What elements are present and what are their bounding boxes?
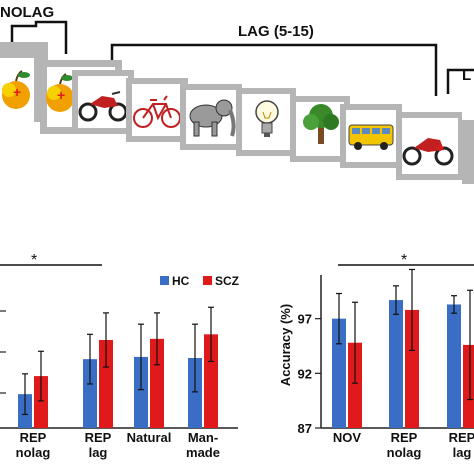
x-tick-label: REP xyxy=(449,430,474,445)
bar-scz xyxy=(34,376,48,428)
lag-bracket xyxy=(110,43,438,96)
error-bar xyxy=(336,292,342,345)
x-tick-label: made xyxy=(186,445,220,460)
stimulus-card-10 xyxy=(462,120,474,184)
light-bulb-icon xyxy=(255,100,279,137)
stimulus-card-5 xyxy=(180,84,242,150)
lag-right-label: L xyxy=(462,67,471,84)
fixation-cross: + xyxy=(57,87,65,103)
stimulus-card-8 xyxy=(340,104,402,168)
y-tick-label: 92 xyxy=(298,366,312,381)
fixation-cross: + xyxy=(436,139,444,155)
elephant-icon xyxy=(189,99,236,137)
bar-scz xyxy=(99,339,113,428)
motorcycle-icon xyxy=(402,138,454,166)
fixation-cross: + xyxy=(13,84,21,100)
error-bar xyxy=(38,350,44,402)
legend-label-hc: HC xyxy=(172,274,190,288)
x-tick-label: nolag xyxy=(387,445,422,460)
x-tick-label: REP xyxy=(391,430,418,445)
nolag-label: NOLAG xyxy=(0,4,54,21)
error-bar xyxy=(393,285,399,315)
apple-icon xyxy=(46,73,74,112)
legend-swatch-hc xyxy=(160,276,169,285)
apple-icon xyxy=(2,70,30,109)
error-bar xyxy=(208,306,214,363)
bar-hc xyxy=(134,356,148,428)
significance-star: * xyxy=(401,252,407,269)
nolag-bracket xyxy=(10,20,68,54)
error-bar xyxy=(22,373,28,416)
legend-swatch-scz xyxy=(203,276,212,285)
error-bar xyxy=(352,301,358,384)
stimulus-card-4 xyxy=(126,78,188,142)
significance-star: * xyxy=(31,252,37,269)
bar-scz xyxy=(463,344,474,428)
error-bar xyxy=(103,312,109,368)
error-bar xyxy=(451,295,457,314)
error-bar xyxy=(409,268,415,351)
ticks xyxy=(0,310,6,394)
bus-icon xyxy=(348,124,394,150)
x-tick-label: REP xyxy=(20,430,47,445)
bar-hc xyxy=(332,318,346,428)
x-tick-label: Natural xyxy=(127,430,172,445)
bar-hc xyxy=(83,359,97,428)
lag-bracket-right xyxy=(446,68,474,94)
error-bar xyxy=(87,333,93,385)
x-tick-label: lag xyxy=(453,445,472,460)
bar-scz xyxy=(150,338,164,428)
x-tick-label: REP xyxy=(85,430,112,445)
y-tick-labels: 87 92 97 xyxy=(298,312,321,436)
bar-hc xyxy=(447,304,461,428)
bars xyxy=(332,268,474,428)
error-bar xyxy=(154,312,160,366)
bars xyxy=(18,306,218,428)
y-axis-label: Accuracy (%) xyxy=(278,304,293,386)
y-tick-label: 97 xyxy=(298,312,312,327)
x-tick-label: nolag xyxy=(16,445,51,460)
bar-hc xyxy=(188,358,202,428)
bar-scz xyxy=(405,309,419,428)
bar-hc xyxy=(389,300,403,428)
x-tick-label: NOV xyxy=(333,430,362,445)
legend: HC SCZ xyxy=(160,274,239,288)
y-tick-label: 87 xyxy=(298,421,312,436)
lag-label: LAG (5-15) xyxy=(238,23,314,40)
bar-scz xyxy=(204,334,218,428)
stimulus-card-3 xyxy=(72,70,134,134)
legend-label-scz: SCZ xyxy=(215,274,239,288)
error-bar xyxy=(467,289,473,401)
stimulus-card-9: + xyxy=(396,112,462,180)
x-tick-label: Man- xyxy=(188,430,218,445)
stimulus-sequence: NOLAG LAG (5-15) L + xyxy=(0,4,474,184)
error-bar xyxy=(138,323,144,391)
tree-icon xyxy=(303,104,339,144)
x-tick-label: lag xyxy=(89,445,108,460)
error-bar xyxy=(192,323,198,393)
stimulus-card-6 xyxy=(236,88,296,156)
bar-scz xyxy=(348,342,362,428)
